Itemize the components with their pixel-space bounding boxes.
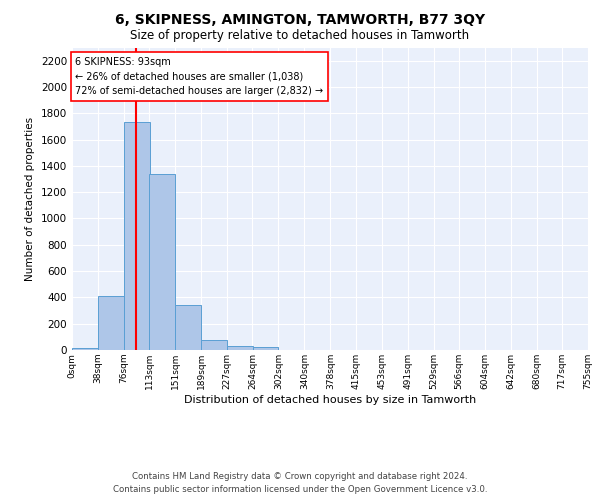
Text: 6 SKIPNESS: 93sqm
← 26% of detached houses are smaller (1,038)
72% of semi-detac: 6 SKIPNESS: 93sqm ← 26% of detached hous… [76,56,323,96]
Bar [227,346,253,350]
Y-axis label: Number of detached properties: Number of detached properties [25,116,35,281]
X-axis label: Distribution of detached houses by size in Tamworth: Distribution of detached houses by size … [184,394,476,404]
Bar [202,340,227,350]
Bar [98,296,124,350]
Text: 6, SKIPNESS, AMINGTON, TAMWORTH, B77 3QY: 6, SKIPNESS, AMINGTON, TAMWORTH, B77 3QY [115,12,485,26]
Bar [175,306,201,350]
Text: Contains HM Land Registry data © Crown copyright and database right 2024.
Contai: Contains HM Land Registry data © Crown c… [113,472,487,494]
Bar [124,122,150,350]
Bar [149,174,175,350]
Bar [72,348,98,350]
Text: Size of property relative to detached houses in Tamworth: Size of property relative to detached ho… [130,29,470,42]
Bar [253,348,278,350]
